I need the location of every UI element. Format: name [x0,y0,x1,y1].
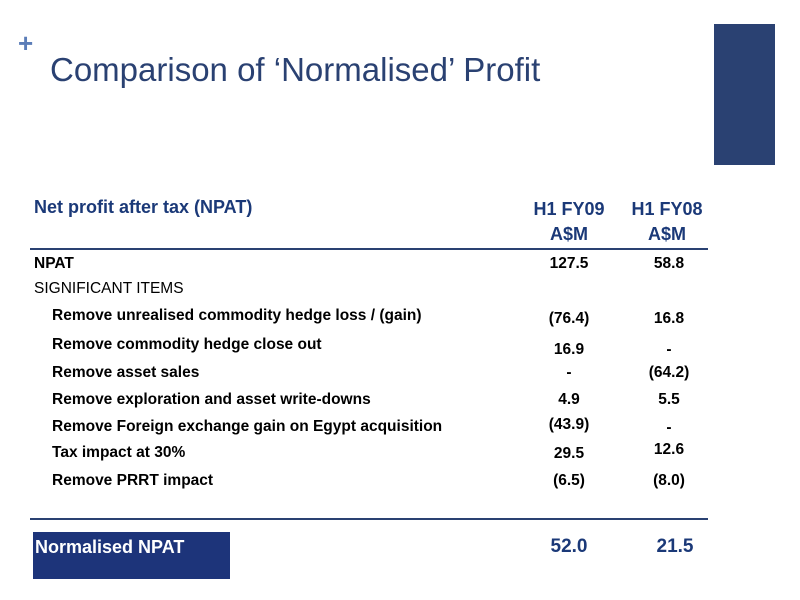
normalised-npat-highlight: Normalised NPAT [33,532,230,579]
table-row: Remove asset sales - (64.2) [0,361,800,385]
table-row: Remove unrealised commodity hedge loss /… [0,304,800,328]
row-value-fy08: 12.6 [653,441,685,458]
row-value-fy08: - [666,341,672,358]
normalised-npat-value-fy08: 21.5 [656,536,694,557]
column-header-h1-fy08: H1 FY08 A$M [620,197,714,247]
table-header-label: Net profit after tax (NPAT) [34,197,253,217]
row-value-fy09: 29.5 [553,445,585,462]
row-value-fy08: 58.8 [653,255,685,272]
row-label: Tax impact at 30% [52,444,186,461]
row-label: Remove unrealised commodity hedge loss /… [52,307,422,324]
row-label: Remove PRRT impact [52,472,214,489]
column-header-h1-fy08-unit: A$M [647,224,686,244]
table-row: Remove commodity hedge close out 16.9 - [0,333,800,358]
row-value-fy09: (76.4) [548,310,590,327]
slide-title: Comparison of ‘Normalised’ Profit [50,51,541,88]
column-header-h1-fy09-unit: A$M [549,224,588,244]
normalised-npat-value-fy09: 52.0 [550,536,588,557]
column-header-h1-fy09-period: H1 FY09 [533,199,605,219]
row-label: Remove commodity hedge close out [52,336,322,353]
row-label: Remove Foreign exchange gain on Egypt ac… [52,418,443,435]
row-value-fy08: 16.8 [653,310,685,327]
header-divider [30,248,708,250]
row-value-fy08: 5.5 [658,391,680,408]
table-row-npat: NPAT 127.5 58.8 [0,252,800,276]
row-label: Remove exploration and asset write-downs [52,391,371,408]
row-value-fy08: - [666,419,672,436]
row-label: Remove asset sales [52,364,200,381]
table-row-significant-items: SIGNIFICANT ITEMS [0,277,800,301]
row-value-fy08: (8.0) [653,472,685,489]
row-value-fy08: (64.2) [648,364,690,381]
table-row: Tax impact at 30% 29.5 12.6 [0,441,800,465]
column-header-h1-fy08-period: H1 FY08 [631,199,703,219]
row-value-fy09: 127.5 [549,255,589,272]
row-value-fy09: - [566,364,572,381]
total-divider [30,518,708,520]
row-label: NPAT [34,255,74,272]
table-row: Remove exploration and asset write-downs… [0,388,800,412]
normalised-npat-label: Normalised NPAT [35,537,185,557]
row-value-fy09: 4.9 [558,391,580,408]
row-value-fy09: (43.9) [548,416,590,433]
row-value-fy09: 16.9 [553,341,585,358]
plus-icon: + [18,28,34,58]
table-row: Remove Foreign exchange gain on Egypt ac… [0,415,800,439]
corner-accent-bar [714,24,775,165]
row-label: SIGNIFICANT ITEMS [34,280,184,297]
table-row: Remove PRRT impact (6.5) (8.0) [0,469,800,493]
column-header-h1-fy09: H1 FY09 A$M [522,197,616,247]
row-value-fy09: (6.5) [553,472,585,489]
